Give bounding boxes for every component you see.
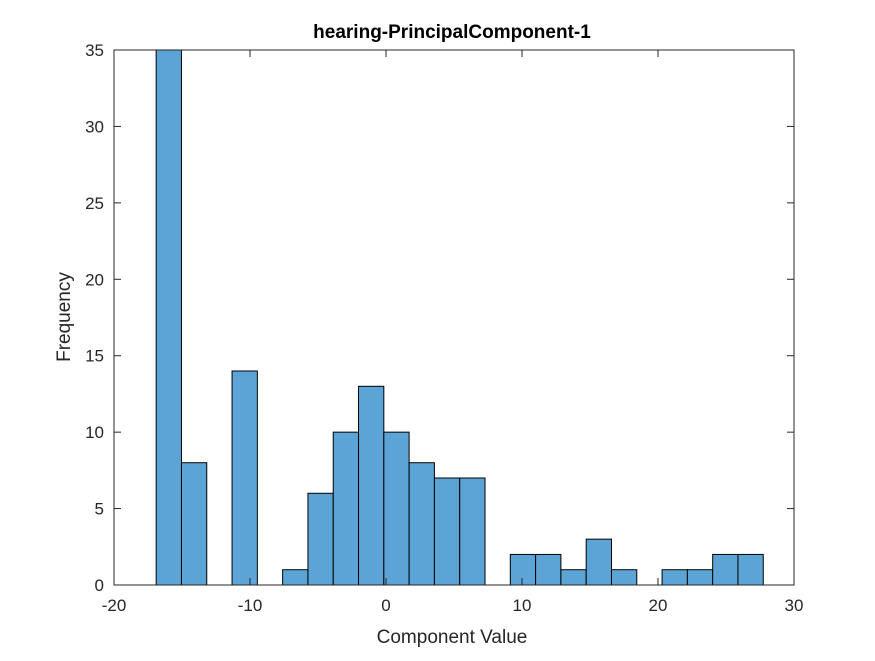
histogram-bars	[155, 49, 764, 586]
histogram-bar	[332, 431, 360, 586]
y-tick-label: 10	[85, 423, 104, 442]
x-tick-label: 0	[381, 596, 390, 615]
histogram-bar	[383, 431, 410, 586]
y-tick-label: 15	[85, 347, 104, 366]
x-axis-title: Component Value	[377, 627, 528, 648]
histogram-bar	[661, 569, 688, 586]
y-tick-label: 20	[85, 270, 104, 289]
plot-frame	[113, 49, 795, 586]
histogram-bar	[585, 538, 612, 586]
histogram-bar	[155, 49, 182, 586]
axis-ticks: -20 -10 0 10 20 30 0 5 10 15 20 25 30 35	[85, 41, 803, 615]
histogram-bar	[737, 553, 764, 586]
x-tick-label: 10	[513, 596, 532, 615]
histogram-bar	[610, 569, 638, 586]
histogram-bar	[509, 553, 537, 586]
histogram-bar	[433, 477, 461, 586]
histogram-bar	[282, 569, 309, 586]
histogram-bar	[358, 385, 385, 586]
y-tick-label: 35	[85, 41, 104, 60]
histogram-bar	[408, 462, 435, 586]
y-tick-label: 0	[95, 576, 104, 595]
histogram-bar	[535, 553, 562, 586]
histogram-bar	[459, 477, 486, 586]
y-tick-label: 30	[85, 117, 104, 136]
x-tick-label: 30	[785, 596, 804, 615]
x-tick-label: -20	[102, 596, 127, 615]
y-tick-label: 25	[85, 194, 104, 213]
histogram-bar	[686, 569, 714, 586]
chart-title: hearing-PrincipalComponent-1	[313, 22, 591, 43]
x-tick-label: -10	[238, 596, 263, 615]
y-axis-title: Frequency	[54, 272, 75, 362]
histogram-bar	[560, 569, 587, 586]
x-tick-label: 20	[649, 596, 668, 615]
histogram-bar	[712, 553, 739, 586]
histogram-bar	[180, 462, 208, 586]
histogram-bar	[307, 492, 334, 586]
histogram-bar	[231, 370, 258, 586]
y-tick-label: 5	[95, 500, 104, 519]
